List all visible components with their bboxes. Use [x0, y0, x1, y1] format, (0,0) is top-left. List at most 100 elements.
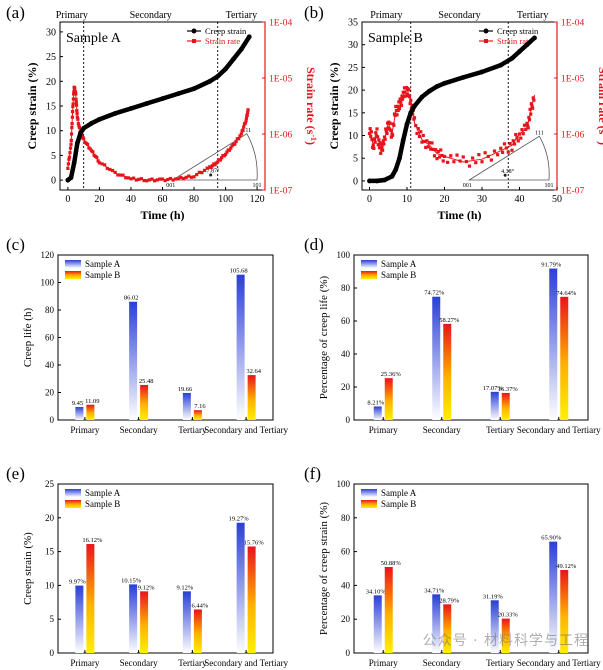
- y2-axis-label-text: Strain rate (s: [304, 67, 318, 135]
- y-axis-label: Creep life (h): [22, 308, 34, 368]
- data-point-strain-rate: [77, 125, 82, 130]
- data-point-strain-rate: [68, 151, 72, 155]
- data-label: 20.33%: [498, 612, 519, 619]
- data-point-strain-rate: [492, 149, 497, 153]
- y2-tick-label: 1E-04: [269, 19, 292, 29]
- data-point-strain-rate: [134, 178, 138, 182]
- bar-sample-a: [75, 585, 84, 653]
- y2-axis-label: Strain rate (s-1): [304, 67, 318, 145]
- bar-sample-a: [549, 268, 558, 420]
- data-point-strain-rate: [372, 137, 377, 141]
- y-tick-label: 20: [45, 513, 55, 523]
- legend-label: Sample A: [381, 488, 417, 498]
- x-tick-label: Secondary: [120, 658, 158, 668]
- data-point-strain-rate: [531, 96, 535, 100]
- data-point-strain-rate: [381, 148, 385, 152]
- data-point-strain-rate: [105, 166, 109, 171]
- data-label: 6.44%: [191, 602, 208, 609]
- data-point-creep-strain: [175, 91, 181, 97]
- data-point-strain-rate: [368, 127, 372, 131]
- x-tick-label: 20: [440, 194, 450, 205]
- y2-axis-label-close: ): [304, 141, 318, 145]
- y-tick-label: 5: [50, 614, 55, 624]
- data-label: 25.36%: [381, 371, 402, 378]
- y-tick-label: 120: [41, 250, 55, 260]
- data-point-strain-rate: [528, 107, 532, 111]
- x-tick-label: 40: [515, 194, 525, 205]
- data-point-strain-rate: [441, 159, 445, 163]
- bar-chart-d: (d) 0 20 40 60 80 100 Percentage of creep life …: [304, 235, 601, 435]
- x-tick-label: 120: [250, 194, 265, 205]
- data-point-strain-rate: [483, 151, 487, 155]
- data-point-strain-rate: [526, 126, 530, 130]
- legend-swatch-sample-b: [65, 271, 81, 279]
- y-axis-label: Creep strain (%): [25, 62, 39, 149]
- y-tick-label: 40: [341, 580, 351, 590]
- data-point-strain-rate: [218, 158, 222, 162]
- series-line-creep-strain: [367, 35, 537, 184]
- bar-sample-b: [86, 404, 95, 420]
- data-point-strain-rate: [502, 142, 507, 146]
- legend-label: Sample A: [85, 488, 121, 498]
- data-point-creep-strain: [231, 56, 236, 62]
- data-point-strain-rate: [412, 116, 417, 120]
- data-label: 34.10%: [366, 588, 387, 595]
- panel-label: (b): [304, 3, 324, 22]
- data-point-strain-rate: [382, 135, 387, 139]
- legend-swatch-sample-a: [361, 489, 377, 497]
- legend-label: Creep strain: [205, 26, 247, 36]
- data-point-creep-strain: [81, 125, 87, 131]
- bar-chart-f: (f) 0 20 40 60 80 100 Percentage of creep strai…: [304, 464, 601, 668]
- x-tick-label: 10: [402, 194, 412, 205]
- data-point-strain-rate: [508, 142, 512, 146]
- triangle-label: 111: [243, 128, 252, 134]
- data-point-strain-rate: [370, 138, 374, 142]
- data-point-strain-rate: [110, 168, 115, 173]
- data-point-strain-rate: [399, 100, 403, 104]
- data-point-strain-rate: [200, 171, 204, 175]
- bar-sample-a: [236, 522, 245, 653]
- legend-swatch-sample-b: [361, 500, 377, 508]
- data-point-strain-rate: [517, 132, 522, 136]
- data-point-creep-strain: [144, 101, 150, 106]
- bar-sample-a: [129, 584, 138, 653]
- data-label: 34.71%: [424, 587, 445, 594]
- y-tick-label: 0: [353, 176, 358, 187]
- data-point-strain-rate: [66, 162, 71, 166]
- x-axis-label: Time (h): [437, 208, 481, 222]
- legend-label: Sample B: [85, 499, 120, 509]
- data-point-strain-rate: [506, 150, 510, 154]
- data-point-strain-rate: [74, 97, 78, 101]
- data-point-strain-rate: [153, 179, 157, 183]
- data-point-strain-rate: [75, 115, 79, 119]
- data-point-strain-rate: [415, 131, 419, 136]
- data-point-strain-rate: [426, 145, 430, 149]
- data-label: 8.21%: [367, 399, 384, 406]
- x-tick-label: Primary: [70, 658, 99, 668]
- data-point-strain-rate: [424, 145, 428, 150]
- y-tick-label: 10: [45, 580, 55, 590]
- bar-chart-c: (c) 0 20 40 60 80 100 120 Creep life (h) Primary 9…: [6, 235, 288, 435]
- y-tick-label: 25: [348, 63, 358, 74]
- data-point-strain-rate: [85, 142, 90, 146]
- y-axis-label: Creep strain (%): [327, 62, 341, 149]
- data-point-strain-rate: [501, 150, 505, 154]
- data-point-strain-rate: [398, 97, 402, 101]
- y-axis-label: Percentage of creep life (%): [318, 275, 330, 399]
- data-point-creep-strain: [427, 88, 432, 94]
- y-tick-label: 80: [341, 283, 351, 293]
- data-point-strain-rate: [216, 160, 220, 164]
- y-tick-label: 0: [346, 415, 351, 425]
- orientation-point: [503, 173, 507, 177]
- bar-sample-b: [384, 378, 393, 420]
- data-point-strain-rate: [458, 159, 462, 163]
- data-point-strain-rate: [512, 142, 517, 146]
- legend-swatch-sample-b: [361, 271, 377, 279]
- bar-sample-a: [490, 391, 499, 420]
- y-axis-label: Percentage of creep strain (%): [318, 502, 330, 635]
- data-point-creep-strain: [412, 103, 417, 109]
- data-point-strain-rate: [74, 100, 78, 104]
- x-tick-label: Primary: [70, 425, 99, 435]
- bar-sample-b: [501, 618, 510, 653]
- data-label: 9.97%: [69, 579, 86, 586]
